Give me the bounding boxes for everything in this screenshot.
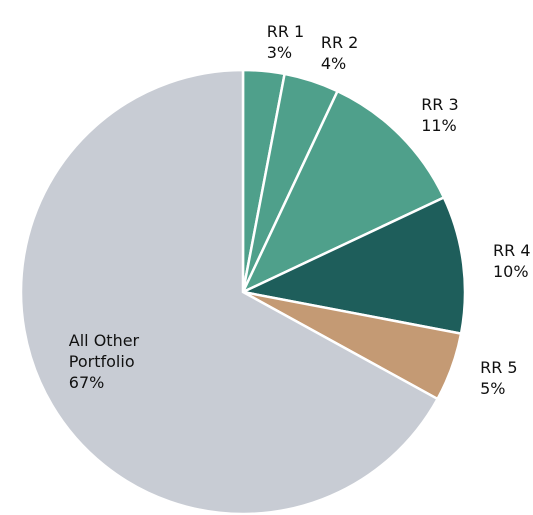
slice-value: 5%: [480, 379, 506, 399]
slice-label: RR 2 4%: [321, 32, 359, 74]
slice-value: 10%: [493, 262, 529, 282]
slice-name: RR 4: [493, 241, 531, 261]
slice-value: 3%: [266, 43, 293, 63]
slice-label: RR 3 11%: [421, 94, 459, 136]
slice-label: RR 4 10%: [493, 240, 531, 282]
slice-label: RR 1 3%: [267, 21, 305, 63]
slice-value: 11%: [421, 115, 457, 135]
pie-slice: [240, 89, 446, 295]
slice-value: 67%: [68, 373, 105, 393]
pie-slice: [19, 68, 440, 515]
slice-label: RR 5 5%: [480, 357, 518, 399]
slice-name: RR 3: [421, 94, 459, 114]
slice-name: All Other Portfolio: [68, 331, 140, 372]
pie-slice: [238, 195, 467, 336]
slice-name: RR 2: [320, 33, 359, 53]
slice-value: 4%: [320, 54, 347, 74]
slice-name: RR 5: [480, 358, 518, 378]
slice-label: All Other Portfolio 67%: [69, 330, 164, 393]
slice-name: RR 1: [266, 22, 305, 42]
